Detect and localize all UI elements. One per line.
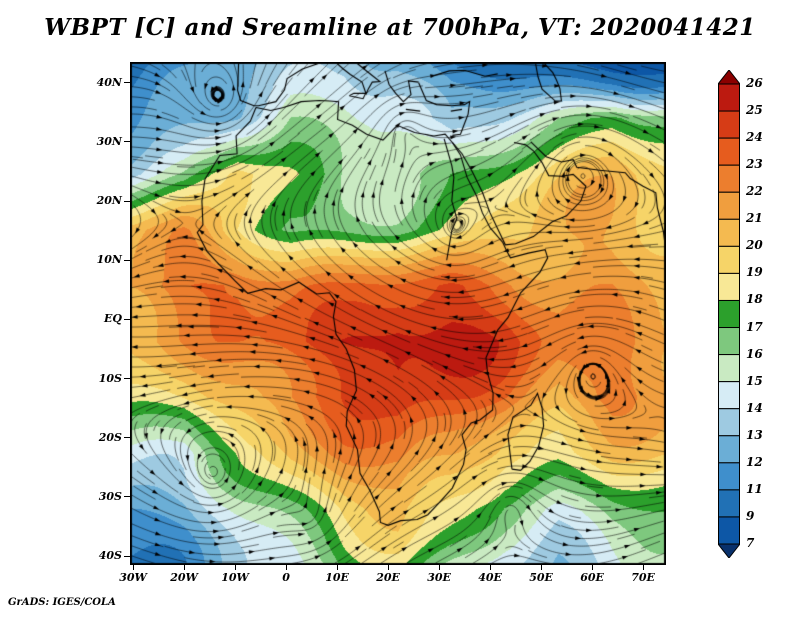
colorbar-label: 13 (746, 427, 763, 442)
x-tick-mark (540, 565, 542, 570)
colorbar-label: 18 (746, 292, 763, 307)
y-tick-mark (124, 437, 130, 439)
colorbar-segment (718, 354, 740, 383)
colorbar-label: 20 (746, 238, 763, 253)
y-tick-label: 20S (98, 430, 122, 444)
x-tick-label: 40E (478, 571, 502, 584)
colorbar-label: 17 (746, 319, 763, 334)
x-tick-label: 30W (119, 571, 147, 584)
colorbar-label: 16 (746, 346, 763, 361)
colorbar-label: 9 (746, 508, 755, 523)
y-tick-mark (124, 555, 130, 557)
colorbar-segment (718, 327, 740, 356)
map-plot-area (130, 62, 666, 565)
x-tick-mark (591, 565, 593, 570)
y-tick-label: 20N (96, 194, 122, 208)
x-tick-mark (234, 565, 236, 570)
colorbar-label: 15 (746, 373, 763, 388)
colorbar-segment (718, 299, 740, 329)
y-tick-mark (124, 496, 130, 498)
colorbar-segment (718, 137, 740, 166)
y-tick-label: 30N (96, 134, 122, 148)
colorbar (716, 69, 742, 559)
colorbar-label: 21 (746, 211, 763, 226)
y-tick-mark (124, 378, 130, 380)
colorbar-label: 7 (746, 536, 755, 550)
y-tick-label: 10S (98, 371, 122, 385)
x-tick-label: 30E (427, 571, 451, 584)
colorbar-svg (716, 69, 742, 559)
colorbar-arrow-top (716, 69, 742, 85)
x-tick-mark (132, 565, 134, 570)
y-tick-mark (124, 141, 130, 143)
colorbar-segment (718, 381, 740, 410)
colorbar-label: 25 (746, 103, 763, 118)
colorbar-label: 26 (746, 76, 763, 90)
x-tick-mark (336, 565, 338, 570)
y-tick-mark (124, 318, 130, 320)
colorbar-segment (718, 435, 740, 464)
y-tick-mark (124, 82, 130, 84)
colorbar-segment (718, 218, 740, 247)
y-tick-mark (124, 259, 130, 261)
colorbar-segment (718, 83, 740, 112)
x-tick-label: 50E (529, 571, 553, 584)
x-tick-mark (183, 565, 185, 570)
x-tick-label: 10W (221, 571, 249, 584)
y-tick-label: EQ (104, 312, 122, 326)
colorbar-label: 22 (746, 184, 763, 199)
x-tick-mark (387, 565, 389, 570)
colorbar-arrow-bottom (716, 543, 742, 559)
x-tick-mark (489, 565, 491, 570)
colorbar-segment (718, 489, 740, 518)
colorbar-label: 12 (746, 454, 763, 469)
x-tick-mark (642, 565, 644, 570)
y-tick-label: 40S (98, 549, 122, 563)
credit-label: GrADS: IGES/COLA (8, 597, 116, 608)
colorbar-segment (718, 191, 740, 220)
colorbar-segment (718, 516, 740, 545)
x-tick-label: 70E (631, 571, 655, 584)
x-tick-label: 0 (282, 571, 290, 584)
colorbar-segment (718, 164, 740, 193)
colorbar-segment (718, 272, 740, 301)
y-tick-label: 40N (96, 75, 122, 89)
chart-title: WBPT [C] and Sreamline at 700hPa, VT: 20… (44, 14, 756, 41)
x-tick-label: 10E (325, 571, 349, 584)
y-tick-mark (124, 200, 130, 202)
colorbar-label: 14 (746, 400, 763, 415)
colorbar-segment (718, 110, 740, 139)
colorbar-segment (718, 408, 740, 437)
y-tick-label: 30S (98, 489, 122, 503)
x-tick-label: 20W (170, 571, 198, 584)
colorbar-segment (718, 462, 740, 491)
colorbar-label: 23 (746, 157, 763, 172)
x-tick-mark (438, 565, 440, 570)
x-tick-mark (285, 565, 287, 570)
colorbar-label: 24 (746, 130, 763, 145)
x-tick-label: 20E (376, 571, 400, 584)
x-tick-label: 60E (580, 571, 604, 584)
colorbar-label: 11 (746, 481, 763, 496)
colorbar-label: 19 (746, 265, 763, 280)
colorbar-segment (718, 245, 740, 274)
y-tick-label: 10N (96, 253, 122, 267)
